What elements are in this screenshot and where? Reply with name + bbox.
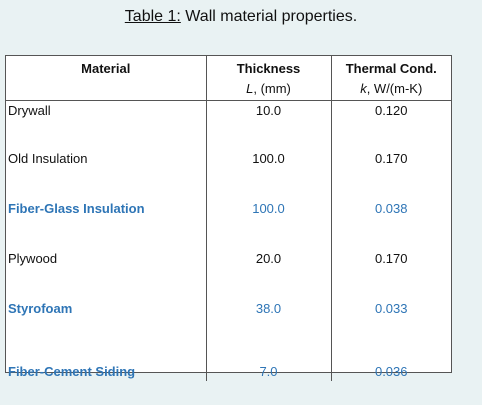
table-row: Styrofoam 38.0 0.033 <box>6 283 451 333</box>
table-row: Fiber-Glass Insulation 100.0 0.038 <box>6 183 451 233</box>
cell-conductivity: 0.038 <box>374 200 408 216</box>
cell-material: Drywall <box>6 100 207 133</box>
cell-conductivity: 0.170 <box>374 250 408 266</box>
cell-material: Old Insulation <box>6 133 207 183</box>
cell-thickness: 38.0 <box>206 283 332 333</box>
cell-material: Plywood <box>6 233 207 283</box>
table-row: Drywall 10.0 0.120 <box>6 100 451 133</box>
thickness-symbol: L <box>246 81 254 96</box>
material-table-container: Material Thickness L, (mm) Thermal Cond.… <box>5 55 452 381</box>
table-row: Fiber-Cement Siding 7.0 0.036 <box>6 333 451 381</box>
conductivity-unit: , W/(m-K) <box>366 81 423 96</box>
table-row: Plywood 20.0 0.170 <box>6 233 451 283</box>
cell-conductivity: 0.170 <box>374 150 408 166</box>
material-properties-table: Material Thickness L, (mm) Thermal Cond.… <box>6 56 451 381</box>
cell-thickness: 100.0 <box>206 133 332 183</box>
header-material: Material <box>6 56 207 101</box>
cell-material: Fiber-Glass Insulation <box>6 183 207 233</box>
header-conductivity: Thermal Cond. k, W/(m-K) <box>331 56 451 101</box>
conductivity-symbol: k <box>360 81 367 96</box>
table-row: Old Insulation 100.0 0.170 <box>6 133 451 183</box>
header-thickness: Thickness L, (mm) <box>206 56 332 101</box>
cell-conductivity: 0.120 <box>374 103 408 118</box>
caption-label: Table 1: <box>124 8 181 25</box>
caption-text: Wall material properties. <box>185 8 358 25</box>
cell-conductivity: 0.033 <box>374 300 408 316</box>
thickness-unit: , (mm) <box>253 81 291 96</box>
cell-conductivity: 0.036 <box>374 364 408 379</box>
table-caption: Table 1: Wall material properties. <box>0 8 482 26</box>
table-header-row: Material Thickness L, (mm) Thermal Cond.… <box>6 56 451 101</box>
cell-thickness: 100.0 <box>206 183 332 233</box>
cell-thickness: 7.0 <box>206 333 332 381</box>
cell-thickness: 10.0 <box>206 100 332 133</box>
cell-material: Styrofoam <box>6 283 207 333</box>
cell-thickness: 20.0 <box>206 233 332 283</box>
cell-material: Fiber-Cement Siding <box>6 333 207 381</box>
